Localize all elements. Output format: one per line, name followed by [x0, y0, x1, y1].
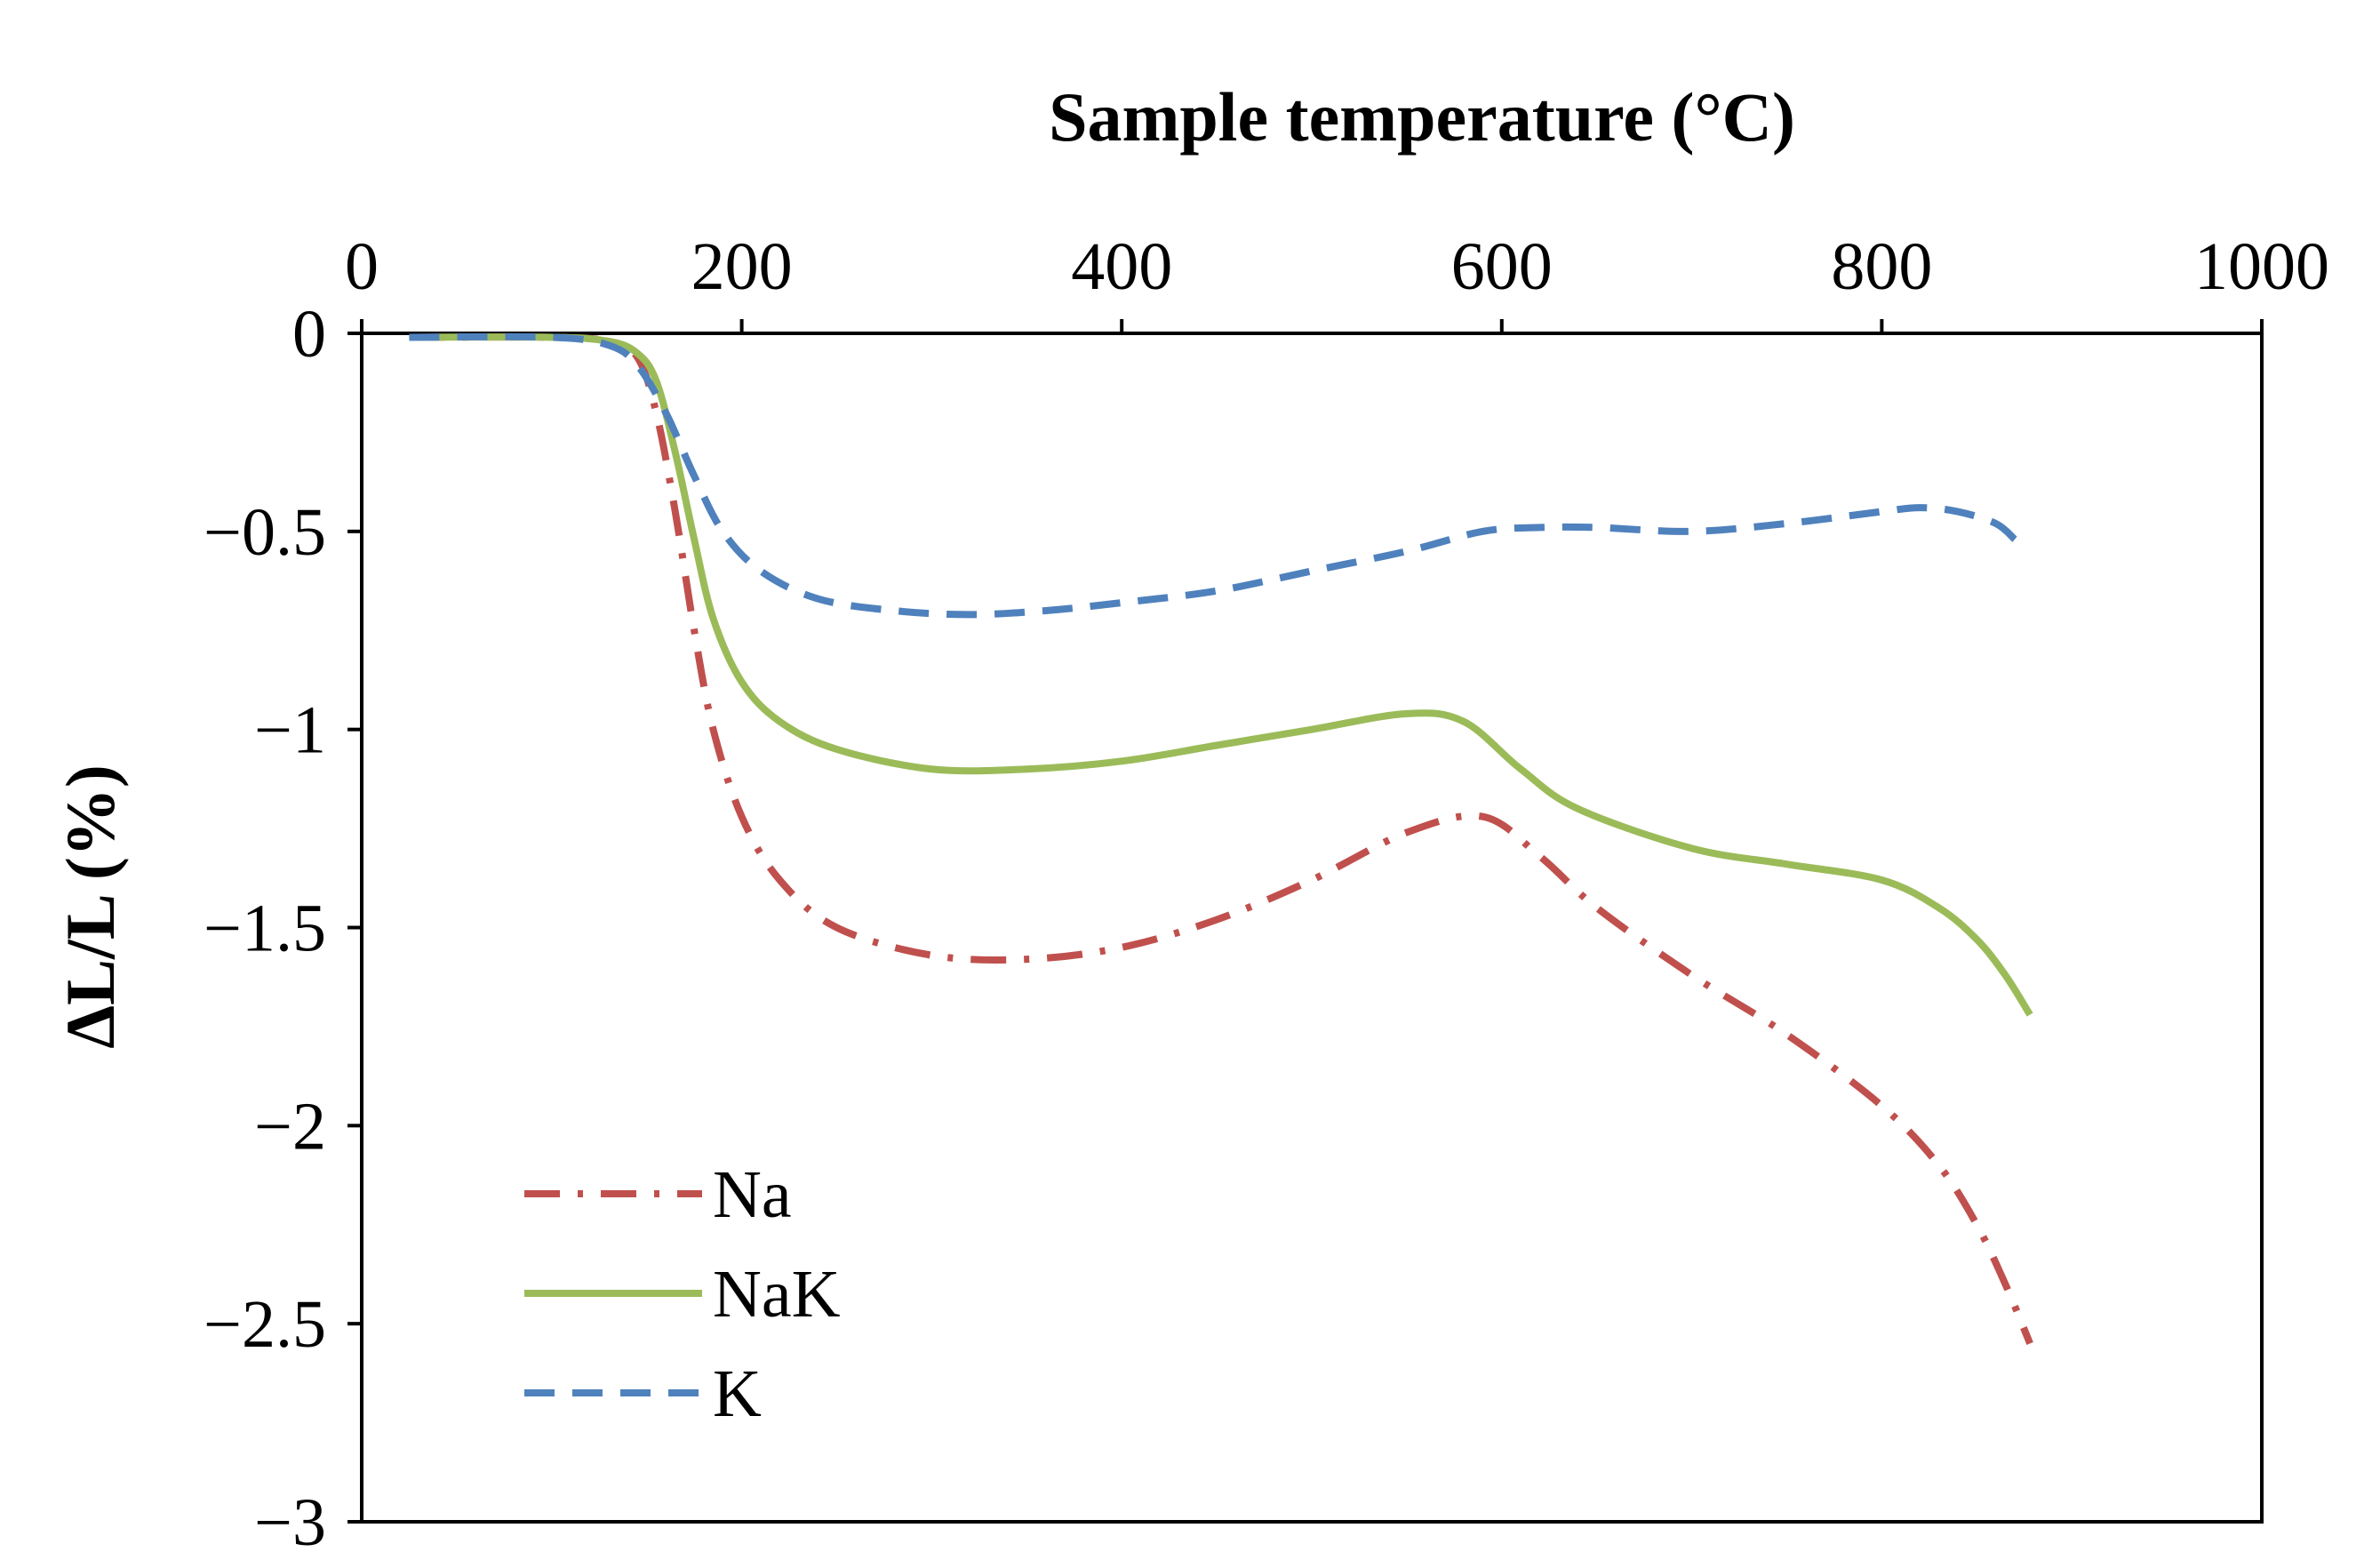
- y-axis-title: ΔL/L (%): [52, 764, 129, 1049]
- x-tick-label: 800: [1831, 229, 1932, 304]
- y-tick-label: −0.5: [204, 495, 326, 570]
- legend: Na NaK K: [524, 1157, 841, 1431]
- series-line-na: [409, 333, 2033, 1345]
- series-line-nak: [409, 333, 2033, 1017]
- y-tick-label: 0: [292, 297, 326, 372]
- series-line-k: [409, 332, 2017, 619]
- axes-group: 0 200 400 600 800 1000 0 −0.5 −1 −1.5 −2 −2.5 −3: [204, 229, 2329, 1560]
- y-tick-label: −1: [254, 693, 326, 768]
- plot-frame: [360, 332, 2264, 1524]
- y-tick-label: −3: [254, 1485, 326, 1560]
- legend-label-nak: NaK: [713, 1257, 841, 1332]
- x-axis-title: Sample temperature (°C): [1049, 78, 1795, 156]
- y-tick-label: −1.5: [204, 892, 326, 966]
- x-tick-label: 0: [345, 229, 379, 304]
- x-tick-label: 1000: [2194, 229, 2329, 304]
- x-tick-label: 400: [1071, 229, 1172, 304]
- x-tick-label: 600: [1451, 229, 1553, 304]
- series-layer: [409, 332, 2033, 1345]
- legend-label-k: K: [713, 1356, 762, 1431]
- y-tick-label: −2.5: [204, 1287, 326, 1362]
- x-tick-label: 200: [691, 229, 793, 304]
- y-tick-label: −2: [254, 1089, 326, 1164]
- legend-label-na: Na: [713, 1157, 792, 1232]
